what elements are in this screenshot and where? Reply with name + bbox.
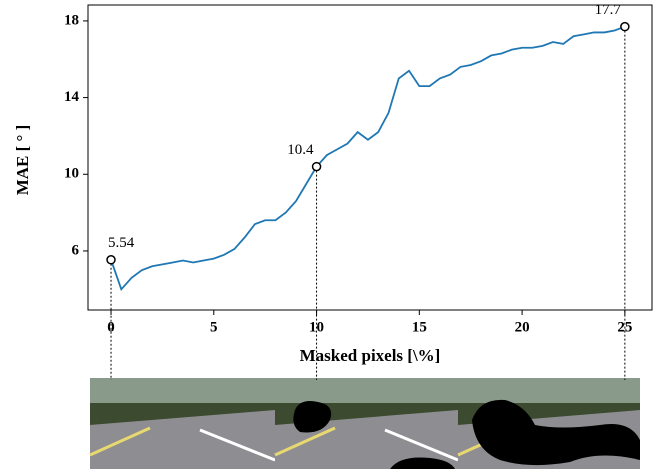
marker — [313, 163, 321, 171]
data-line — [111, 27, 625, 290]
x-tick-label: 5 — [210, 319, 218, 335]
road-image — [458, 378, 640, 469]
y-tick-label: 10 — [64, 166, 79, 182]
marker-label: 10.4 — [287, 142, 314, 158]
road-image — [275, 378, 458, 469]
x-tick-label: 15 — [412, 319, 427, 335]
y-tick-label: 14 — [64, 89, 80, 105]
marker — [621, 23, 629, 31]
y-tick-label: 6 — [72, 242, 80, 258]
x-axis-label: Masked pixels [\%] — [300, 346, 441, 365]
plot-frame — [88, 5, 652, 310]
marker-label: 5.54 — [108, 235, 135, 251]
y-axis-label: MAE [ ° ] — [13, 125, 32, 196]
road-images — [90, 378, 640, 469]
marker — [107, 256, 115, 264]
y-tick-label: 18 — [64, 12, 79, 28]
chart: Masked pixels [\%] MAE [ ° ] 05101520256… — [0, 0, 659, 469]
x-tick-label: 20 — [515, 319, 530, 335]
marker-label: 17.7 — [595, 2, 622, 18]
road-image — [90, 378, 275, 469]
